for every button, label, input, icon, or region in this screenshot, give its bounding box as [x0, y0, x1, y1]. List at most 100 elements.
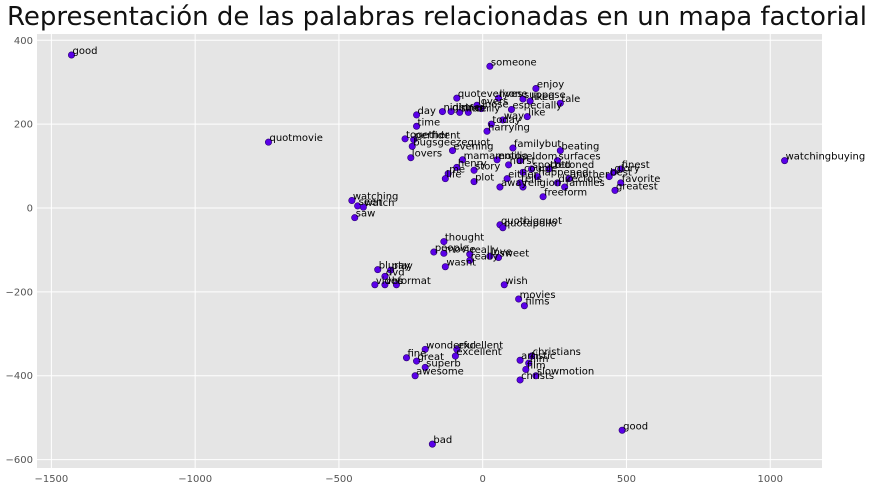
point-label: greatest: [616, 181, 658, 192]
data-point: [519, 168, 527, 176]
data-point: [519, 183, 527, 191]
data-point: [496, 183, 504, 191]
point-label: someone: [491, 57, 537, 68]
data-point: [410, 136, 418, 144]
data-point: [505, 161, 513, 169]
point-label: quotbigquot: [501, 216, 562, 227]
point-label: perfident: [415, 131, 461, 142]
data-point: [500, 281, 508, 289]
data-point: [453, 163, 461, 171]
data-point: [516, 376, 524, 384]
point-label: seen: [359, 197, 383, 208]
point-label: loose: [482, 100, 508, 111]
point-label: watching: [353, 191, 399, 202]
data-point: [520, 302, 528, 310]
y-tick-label: −400: [6, 371, 33, 382]
point-label: film: [527, 360, 546, 371]
data-point: [519, 95, 527, 103]
data-point: [525, 359, 533, 367]
point-label: beating: [561, 142, 599, 153]
tick-labels: −1500 −1000 −500 0 500 1000 −600 −400 −200 0 200 40…: [6, 36, 783, 485]
data-point: [453, 345, 461, 353]
x-tick-label: 0: [480, 474, 486, 485]
point-label: superb: [426, 358, 461, 369]
point-label: away: [501, 178, 527, 189]
point-label: tells: [521, 174, 542, 185]
point-label: wish: [505, 276, 528, 287]
point-label: mamamoto: [464, 151, 522, 162]
data-point: [495, 253, 503, 261]
point-label: henry: [458, 158, 487, 169]
point-label: liked: [531, 92, 555, 103]
data-point: [486, 252, 494, 260]
point-label: quotapollo: [504, 219, 557, 230]
point-label: saw: [356, 209, 376, 220]
x-tick-label: −1000: [178, 474, 212, 485]
point-label: fine: [407, 349, 426, 360]
data-point: [522, 365, 530, 373]
data-point: [532, 372, 540, 380]
point-label: favorite: [622, 174, 661, 185]
point-label: families: [566, 178, 605, 189]
point-label: christians: [533, 347, 581, 358]
data-point: [351, 214, 359, 222]
data-point: [528, 352, 536, 360]
data-point: [509, 144, 517, 152]
data-point: [516, 356, 524, 364]
x-tick-label: 500: [617, 474, 636, 485]
y-tick-label: 200: [14, 120, 33, 131]
data-point: [447, 108, 455, 116]
grid-lines: [37, 34, 822, 468]
y-tick-label: −600: [6, 455, 33, 466]
y-tick-label: 0: [27, 204, 33, 215]
data-point: [556, 147, 564, 155]
point-label: enjoy: [537, 80, 564, 91]
data-point: [516, 157, 524, 165]
point-label: lovers: [412, 149, 442, 160]
data-point: [532, 85, 540, 93]
plot-background: [37, 34, 822, 468]
data-point: [507, 105, 515, 113]
data-point: [387, 266, 395, 274]
point-label: movie: [445, 244, 476, 255]
point-label: thought: [445, 233, 484, 244]
point-label: religion: [524, 178, 561, 189]
point-label: either: [508, 170, 538, 181]
data-point: [359, 203, 367, 211]
point-label: plot: [475, 173, 494, 184]
data-points: [68, 51, 789, 448]
point-label: excellent: [458, 340, 503, 351]
data-point: [413, 122, 421, 130]
data-point: [545, 165, 553, 173]
data-point: [348, 196, 356, 204]
point-label: play: [392, 261, 413, 272]
data-point: [401, 135, 409, 143]
data-point: [526, 97, 534, 105]
data-point: [440, 238, 448, 246]
y-tick-label: 400: [14, 36, 33, 47]
point-label: evening: [454, 142, 494, 153]
point-label: me: [449, 165, 465, 176]
data-point: [495, 94, 503, 102]
point-label: good: [623, 421, 648, 432]
point-label: another: [570, 170, 610, 181]
point-label: lives: [500, 89, 523, 100]
point-label: surfaces: [558, 152, 600, 163]
point-label: bluray: [379, 261, 411, 272]
point-label: really: [471, 245, 499, 256]
point-label: movies: [520, 290, 556, 301]
data-point: [421, 363, 429, 371]
point-label: wasnt: [446, 258, 476, 269]
point-label: artistic: [521, 351, 555, 362]
data-point: [503, 175, 511, 183]
point-label: christs: [521, 371, 554, 382]
x-tick-label: −500: [325, 474, 352, 485]
point-label: today: [492, 115, 521, 126]
point-label: awesome: [416, 367, 464, 378]
data-point: [451, 352, 459, 360]
point-label: watch: [364, 198, 394, 209]
data-point: [486, 62, 494, 70]
data-point: [561, 183, 569, 191]
data-point: [456, 108, 464, 116]
